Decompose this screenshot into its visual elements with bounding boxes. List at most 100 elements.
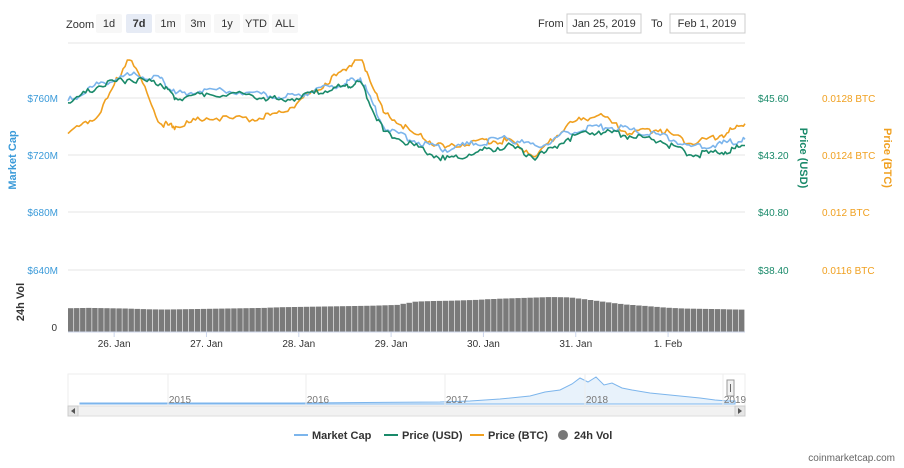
usd-tick-label: $43.20 [758,151,789,162]
volume-bar [158,309,165,332]
legend-item-market-cap[interactable]: Market Cap [294,430,372,442]
volume-bar [630,305,636,332]
zoom-button-ytd[interactable]: YTD [243,14,269,33]
volume-bar [491,299,497,332]
volume-bar [533,297,539,332]
zoom-button-all[interactable]: ALL [272,14,298,33]
zoom-button-bg[interactable] [272,14,298,33]
volume-bar [545,297,551,332]
x-tick-label: 30. Jan [467,339,500,350]
volume-bar [732,309,739,332]
volume-bar [92,308,98,332]
zoom-button-bg[interactable] [155,14,181,33]
volume-bar [243,308,249,332]
navigator-year-label: 2018 [586,395,609,406]
usd-axis-title: Price (USD) [797,128,809,189]
to-input[interactable]: Feb 1, 2019 [678,18,737,30]
from-label: From [538,18,564,30]
legend-item-price-usd[interactable]: Price (USD) [384,430,463,442]
volume-bar [720,309,727,332]
from-input[interactable]: Jan 25, 2019 [572,18,636,30]
volume-bar [654,306,660,332]
credit-link[interactable]: coinmarketcap.com [808,453,895,464]
volume-bar [146,309,153,332]
volume-bar [110,308,116,332]
zoom-button-bg[interactable] [126,14,152,33]
zoom-button-bg[interactable] [243,14,269,33]
x-axis-ticks: 26. Jan 27. Jan 28. Jan 29. Jan 30. Jan 31. J… [98,332,683,350]
volume-bar [412,301,418,332]
from-input-box[interactable] [566,13,642,34]
volume-bar [346,306,352,332]
volume-bar [648,306,654,332]
volume-bar [364,305,370,332]
volume-bar [188,309,195,332]
to-input-box[interactable] [669,13,746,34]
volume-bar [309,306,316,332]
btc-tick-label: 0.0124 BTC [822,151,875,162]
volume-bar [575,298,582,332]
navigator-year-label: 2016 [307,395,330,406]
legend: Market Cap Price (USD) Price (BTC) 24h Vol [294,430,612,442]
zoom-button-bg[interactable] [214,14,240,33]
left-tick-label: $640M [27,266,58,277]
volume-bar [593,300,600,332]
volume-bar [352,306,358,332]
zoom-button-1y[interactable]: 1y [214,14,240,33]
volume-bar [460,300,467,332]
volume-bar [696,308,703,332]
zoom-button-label: 7d [133,18,146,30]
usd-tick-label: $40.80 [758,208,789,219]
volume-bar [128,308,134,332]
legend-item-price-btc[interactable]: Price (BTC) [470,430,548,442]
volume-bar [642,305,648,332]
volume-bar [690,308,697,332]
zoom-button-3m[interactable]: 3m [185,14,211,33]
volume-bar [581,299,588,332]
volume-bar [219,308,225,332]
navigator-area [79,376,736,405]
volume-bar [472,299,479,332]
volume-bar [231,308,237,332]
volume-bar [68,308,74,332]
zoom-button-bg[interactable] [96,14,122,33]
zoom-button-1d[interactable]: 1d [96,14,122,33]
market-cap-line [67,71,746,153]
volume-bar [170,309,177,332]
x-tick-label: 29. Jan [375,339,408,350]
x-tick-label: 27. Jan [190,339,223,350]
volume-bar [400,303,406,332]
navigator-year-label: 2019 [724,395,747,406]
volume-bar [74,308,80,332]
volume-bar [237,308,243,332]
volume-bar [503,298,509,332]
usd-tick-label: $38.40 [758,266,789,277]
volume-bar [122,308,128,332]
volume-bar [666,307,672,332]
left-axis-ticks: $760M $720M $680M $640M [27,94,58,277]
volume-bar [599,301,606,332]
legend-item-24h-vol[interactable]: 24h Vol [558,430,612,442]
volume-bar [527,297,533,332]
zoom-buttons: 1d 7d 1m 3m 1y YTD ALL [96,14,298,33]
zoom-button-7d[interactable]: 7d [126,14,152,33]
zoom-button-bg[interactable] [185,14,211,33]
volume-bar [618,303,624,332]
volume-bar [521,297,527,332]
volume-bar [551,297,558,332]
volume-bar [80,308,86,332]
btc-axis-ticks: 0.0128 BTC 0.0124 BTC 0.012 BTC 0.0116 BTC [822,94,875,277]
volume-bar [267,307,273,332]
volume-bar [406,302,412,332]
volume-bar [291,307,298,332]
grid-lines [68,42,745,271]
volume-bar [358,305,364,332]
volume-axis-title: 24h Vol [15,283,27,321]
scrollbar-track[interactable] [67,405,746,417]
legend-label: Price (BTC) [488,430,548,442]
volume-bar [376,305,382,332]
volume-bar [98,308,104,332]
volume-bar [636,305,642,332]
zoom-button-1m[interactable]: 1m [155,14,181,33]
volume-bar [466,300,473,332]
